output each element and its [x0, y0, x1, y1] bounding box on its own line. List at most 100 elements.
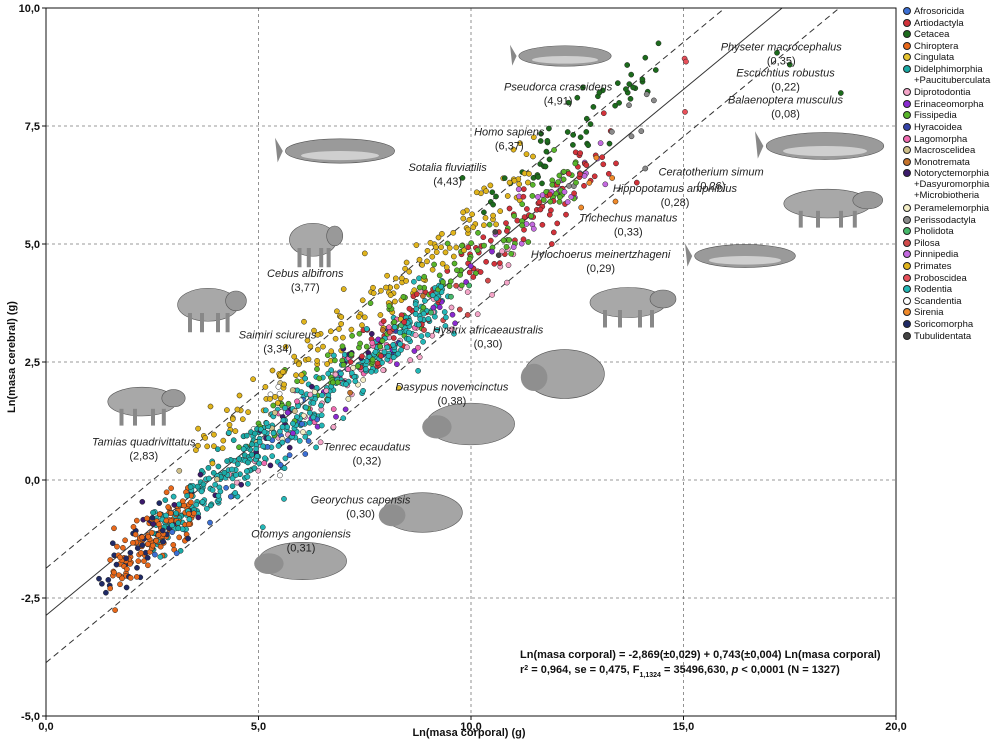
data-point	[504, 279, 510, 286]
data-point	[332, 357, 338, 364]
data-point	[332, 371, 339, 378]
y-axis-title: Ln(masa cerebral) (g)	[6, 301, 18, 413]
legend-item: Diprotodontia	[903, 87, 998, 99]
data-point	[259, 524, 266, 531]
species-annotation: Saimiri sciureus (3,34)	[239, 329, 317, 355]
gridlines	[46, 8, 896, 716]
species-name: Escrichtius robustus	[736, 67, 835, 79]
data-point	[425, 316, 432, 322]
data-point	[411, 287, 418, 294]
data-point	[652, 67, 659, 73]
data-point	[378, 353, 384, 359]
data-point	[162, 497, 169, 503]
species-eq-value: (4,43)	[433, 176, 462, 188]
data-point	[405, 336, 412, 342]
data-point	[421, 327, 427, 333]
legend: Afrosoricida Artiodactyla Cetacea Chiropter…	[903, 6, 998, 342]
legend-label: Pilosa	[914, 237, 940, 249]
data-point	[330, 424, 337, 430]
x-tick-label: 0,0	[38, 721, 53, 733]
data-point	[651, 97, 657, 104]
data-point	[520, 236, 527, 243]
legend-item: Proboscidea	[903, 273, 998, 285]
data-point	[363, 326, 370, 332]
data-point	[211, 443, 217, 450]
species-annotation: Homo sapiens (6,37)	[474, 126, 545, 152]
data-point	[141, 558, 147, 564]
data-point	[226, 421, 233, 428]
species-eq-value: (0,30)	[474, 339, 503, 351]
data-point	[457, 272, 464, 278]
data-point	[475, 229, 481, 236]
data-point	[139, 542, 146, 548]
data-point	[515, 186, 522, 193]
legend-item: Notoryctemorphia +Dasyuromorphia +Microb…	[903, 168, 998, 203]
data-point	[390, 341, 397, 348]
data-point	[616, 100, 622, 106]
species-eq-value: (0,08)	[771, 108, 800, 120]
data-point	[139, 534, 145, 541]
data-point	[145, 541, 151, 547]
leg-shape	[306, 248, 311, 268]
data-point	[489, 292, 495, 298]
data-point	[596, 89, 603, 96]
data-point	[244, 473, 251, 480]
data-point	[379, 327, 386, 333]
species-annotation: Tenrec ecaudatus (0,32)	[323, 442, 411, 468]
species-eq-value: (0,29)	[586, 263, 615, 275]
data-point	[392, 298, 398, 305]
data-point	[542, 163, 549, 170]
data-point	[461, 247, 467, 254]
data-point	[446, 245, 453, 251]
data-point	[557, 194, 563, 200]
data-point	[285, 400, 292, 407]
species-annotation: Hippopotamus amphibius (0,28)	[613, 183, 738, 209]
data-point	[586, 180, 593, 186]
data-point	[260, 443, 266, 450]
data-point	[587, 121, 594, 127]
data-point	[338, 314, 345, 320]
species-name: Hippopotamus amphibius	[613, 183, 738, 195]
species-name: Hystrix africaeaustralis	[433, 325, 544, 337]
data-point	[173, 550, 180, 557]
data-point	[614, 80, 621, 86]
data-point	[138, 550, 144, 556]
data-point	[307, 391, 314, 398]
leg-shape	[161, 408, 166, 426]
data-point	[291, 353, 298, 360]
data-point	[210, 470, 217, 476]
species-name: Hylochoerus meinertzhageni	[531, 249, 671, 261]
data-point	[359, 353, 365, 360]
legend-label: Artiodactyla	[914, 17, 964, 29]
legend-swatch	[903, 296, 911, 305]
data-point	[392, 275, 399, 282]
data-point	[111, 525, 117, 532]
porcupine-illustration	[520, 349, 605, 399]
data-point	[340, 286, 347, 292]
data-point	[566, 183, 572, 189]
data-point	[224, 407, 230, 413]
data-point	[302, 433, 309, 440]
data-point	[400, 293, 407, 300]
data-point	[289, 387, 296, 394]
data-point	[612, 198, 619, 205]
data-point	[546, 211, 553, 218]
data-point	[489, 189, 496, 196]
stats-part-b: = 35496,630,	[661, 664, 732, 676]
data-point	[316, 375, 323, 382]
data-point	[786, 61, 793, 68]
data-point	[519, 201, 526, 208]
data-point	[302, 375, 309, 382]
data-point	[227, 493, 234, 500]
data-point	[374, 360, 381, 367]
data-point	[530, 134, 537, 141]
data-point	[123, 584, 130, 591]
capuchin-illustration	[289, 222, 344, 268]
data-point	[207, 403, 214, 410]
data-point	[486, 221, 493, 228]
data-point	[184, 492, 190, 499]
data-point	[117, 554, 123, 561]
legend-swatch	[903, 215, 911, 224]
data-point	[520, 193, 527, 200]
